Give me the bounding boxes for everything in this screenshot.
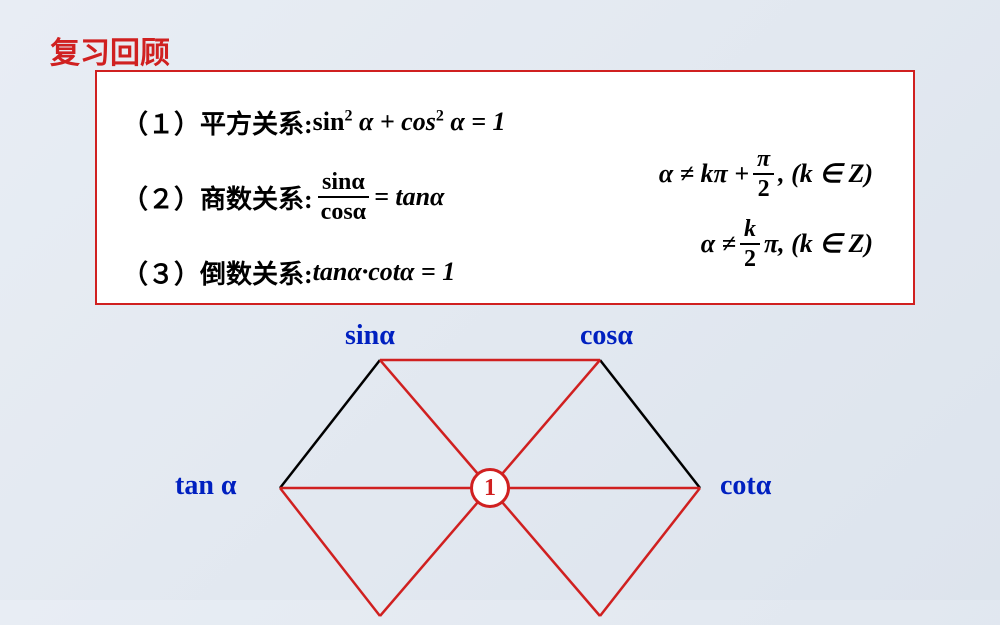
hexagon-vertex-label: cosα: [580, 320, 633, 352]
hexagon-center: 1: [470, 468, 510, 508]
formula-3-label: （３）倒数关系:: [122, 254, 313, 291]
formula-1-label: （１）平方关系:: [122, 104, 313, 141]
hexagon-diagram: sinα cosα cotα tan α 1: [0, 320, 1000, 600]
math-sup: 2: [436, 107, 444, 124]
condition-2: α ≠ k 2 π , (k ∈ Z): [701, 217, 873, 271]
math-text: = tanα: [374, 182, 444, 212]
formula-3-math: tanα·cotα = 1: [313, 257, 456, 287]
fraction: sinα cosα: [317, 170, 370, 224]
math-text: α ≠: [701, 229, 736, 259]
fraction-den: 2: [754, 175, 774, 201]
fraction: k 2: [740, 217, 760, 271]
fraction-num: k: [740, 217, 760, 245]
fraction: π 2: [753, 147, 774, 201]
math-text: , (k ∈ Z): [778, 229, 873, 259]
math-text: α ≠ kπ +: [659, 159, 749, 189]
hexagon-vertex-label: cotα: [720, 470, 771, 502]
hexagon-vertex-label: sinα: [345, 320, 395, 352]
fraction-den: 2: [740, 245, 760, 271]
hexagon-vertex-label: tan α: [175, 470, 237, 502]
formula-2-label: （２）商数关系:: [122, 179, 313, 216]
fraction-num: sinα: [318, 170, 369, 198]
page-title: 复习回顾: [50, 28, 170, 72]
formula-row-1: （１）平方关系: sin2 α + cos2 α = 1: [122, 92, 888, 152]
condition-1: α ≠ kπ + π 2 , (k ∈ Z): [659, 147, 873, 201]
math-text: , (k ∈ Z): [778, 159, 873, 189]
math-text: sin: [313, 107, 345, 136]
formula-1-math: sin2 α + cos2 α = 1: [313, 107, 506, 137]
fraction-num: π: [753, 147, 774, 175]
math-text: tanα·cotα = 1: [313, 257, 456, 286]
math-text: π: [764, 229, 778, 259]
formula-box: （１）平方关系: sin2 α + cos2 α = 1 （２）商数关系: si…: [95, 70, 915, 305]
formula-2-math: sinα cosα = tanα: [313, 170, 445, 224]
math-text: α + cos: [352, 107, 435, 136]
math-text: α = 1: [444, 107, 506, 136]
center-label: 1: [484, 475, 496, 502]
fraction-den: cosα: [317, 198, 370, 224]
